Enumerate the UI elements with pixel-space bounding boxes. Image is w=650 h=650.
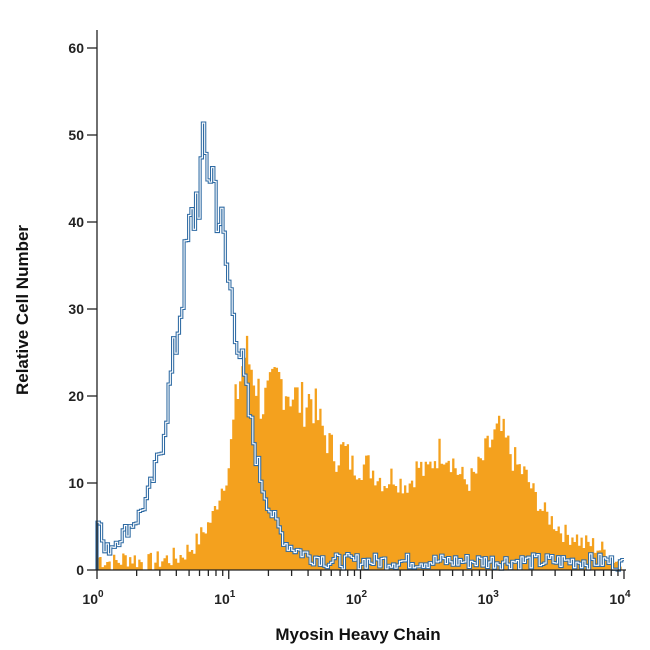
y-tick-label: 60 xyxy=(68,40,84,56)
series-layer xyxy=(95,121,624,572)
y-tick-label: 10 xyxy=(68,475,84,491)
x-tick-label: 102 xyxy=(346,589,368,607)
y-tick-label: 20 xyxy=(68,388,84,404)
y-tick-label: 0 xyxy=(76,562,84,578)
series-outline-highlight xyxy=(96,122,624,571)
y-axis-title: Relative Cell Number xyxy=(13,225,32,395)
x-tick-label: 103 xyxy=(478,589,500,607)
x-tick-label: 101 xyxy=(214,589,236,607)
x-tick-label: 100 xyxy=(82,589,104,607)
x-axis-title: Myosin Heavy Chain xyxy=(275,625,440,644)
axes-layer: 0 10 20 30 40 50 60 100 101 102 103 104 xyxy=(68,30,631,607)
series-filled-histogram xyxy=(97,335,624,570)
y-tick-label: 50 xyxy=(68,127,84,143)
x-tick-label: 104 xyxy=(609,589,631,607)
y-tick-label: 30 xyxy=(68,301,84,317)
y-tick-label: 40 xyxy=(68,214,84,230)
